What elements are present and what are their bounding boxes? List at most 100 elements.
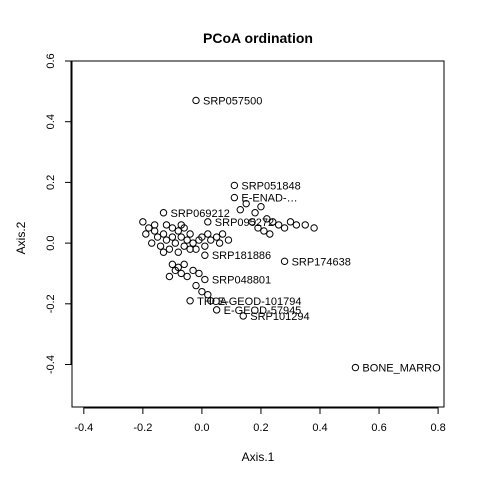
data-point: [215, 239, 224, 247]
data-point: [189, 266, 197, 275]
data-point: [257, 202, 265, 211]
point-label: SRP069212: [171, 208, 230, 220]
x-tick-label: 0.2: [253, 422, 268, 434]
point-label: SRP181886: [212, 250, 271, 262]
data-point: [186, 297, 194, 305]
y-tick-label: 0.6: [45, 53, 57, 68]
data-point: [165, 245, 174, 253]
data-point: [280, 257, 289, 266]
data-point: [159, 209, 168, 217]
data-point: [174, 248, 182, 256]
data-point: [177, 269, 185, 278]
x-tick-label: 0.8: [430, 422, 445, 434]
data-point: [254, 224, 262, 232]
x-axis: -0.4 -0.2 0.0 0.2 0.4 0.6 0.8: [74, 407, 446, 434]
data-point: [186, 230, 194, 238]
data-point: [150, 221, 159, 229]
data-point: [174, 227, 182, 235]
y-axis: -0.4 -0.2 0.0 0.2 0.4 0.6: [45, 53, 72, 374]
y-axis-label: Axis.2: [14, 221, 28, 254]
x-tick-label: -0.2: [133, 422, 152, 434]
data-point: [251, 209, 259, 217]
data-point: [286, 218, 295, 226]
data-point: [168, 224, 177, 232]
data-point: [159, 230, 168, 238]
data-point: [274, 221, 283, 229]
data-point: [198, 287, 206, 296]
data-point: [263, 215, 271, 223]
data-point: [153, 233, 162, 241]
data-point: [180, 260, 188, 269]
data-point: [266, 230, 274, 238]
data-point: [198, 233, 206, 241]
data-point: [168, 233, 177, 241]
data-point: [236, 206, 244, 214]
point-label: SRP048801: [212, 275, 271, 287]
data-point: [218, 230, 227, 238]
y-tick-label: -0.2: [45, 294, 57, 313]
data-point: [280, 224, 289, 232]
point-label: THCA: [197, 296, 228, 308]
data-point: [150, 227, 159, 235]
point-label: SRP095272: [215, 217, 274, 229]
data-point: [174, 263, 182, 272]
data-point: [145, 224, 153, 232]
data-point: [242, 199, 250, 208]
data-point: [159, 248, 168, 256]
data-point: [183, 272, 191, 281]
data-point: [239, 312, 247, 320]
data-point: [171, 239, 180, 247]
point-label: BONE_MARRO: [362, 363, 441, 375]
data-point: [162, 221, 171, 229]
data-point: [207, 236, 215, 244]
data-point: [177, 221, 185, 229]
data-point: [180, 242, 188, 250]
data-point: [204, 218, 212, 226]
x-tick-label: 0.6: [371, 422, 386, 434]
data-point: [142, 230, 150, 238]
y-tick-label: 0.0: [45, 235, 57, 250]
data-point: [201, 251, 209, 259]
plot-frame: [71, 60, 445, 408]
point-label: SRP051848: [241, 180, 300, 192]
data-point: [148, 239, 156, 247]
data-point: [162, 236, 171, 244]
y-tick-label: 0.4: [45, 114, 57, 129]
point-label: SRP174638: [292, 256, 351, 268]
x-tick-label: -0.4: [74, 422, 93, 434]
y-tick-label: 0.2: [45, 175, 57, 190]
data-point: [230, 181, 239, 190]
data-point: [168, 260, 177, 269]
data-point: [351, 363, 360, 372]
data-point: [201, 242, 209, 250]
data-point: [260, 227, 268, 235]
point-label: E-GEOD-101794: [218, 296, 302, 308]
data-point: [192, 281, 200, 290]
data-point: [301, 221, 309, 229]
data-point: [192, 96, 200, 105]
data-point: [212, 306, 221, 314]
data-point: [212, 233, 221, 241]
data-point: [207, 297, 215, 305]
data-point: [189, 239, 197, 247]
data-point: [183, 236, 191, 244]
x-tick-label: 0.0: [194, 422, 209, 434]
data-point: [269, 218, 277, 226]
data-point: [204, 291, 212, 299]
data-point: [204, 230, 212, 238]
data-point: [165, 272, 174, 281]
data-point: [156, 242, 165, 250]
point-label: E-GEOD-57945: [224, 305, 302, 317]
chart-title: PCoA ordination: [203, 30, 313, 46]
point-label: E-ENAD-…: [241, 193, 297, 205]
data-point: [201, 275, 209, 284]
y-tick-label: -0.4: [45, 355, 57, 374]
data-point: [177, 233, 185, 241]
data-point: [292, 221, 301, 229]
x-axis-label: Axis.1: [242, 450, 275, 464]
data-point: [195, 269, 203, 278]
point-label: SRP057500: [203, 95, 262, 107]
data-point: [230, 193, 239, 202]
